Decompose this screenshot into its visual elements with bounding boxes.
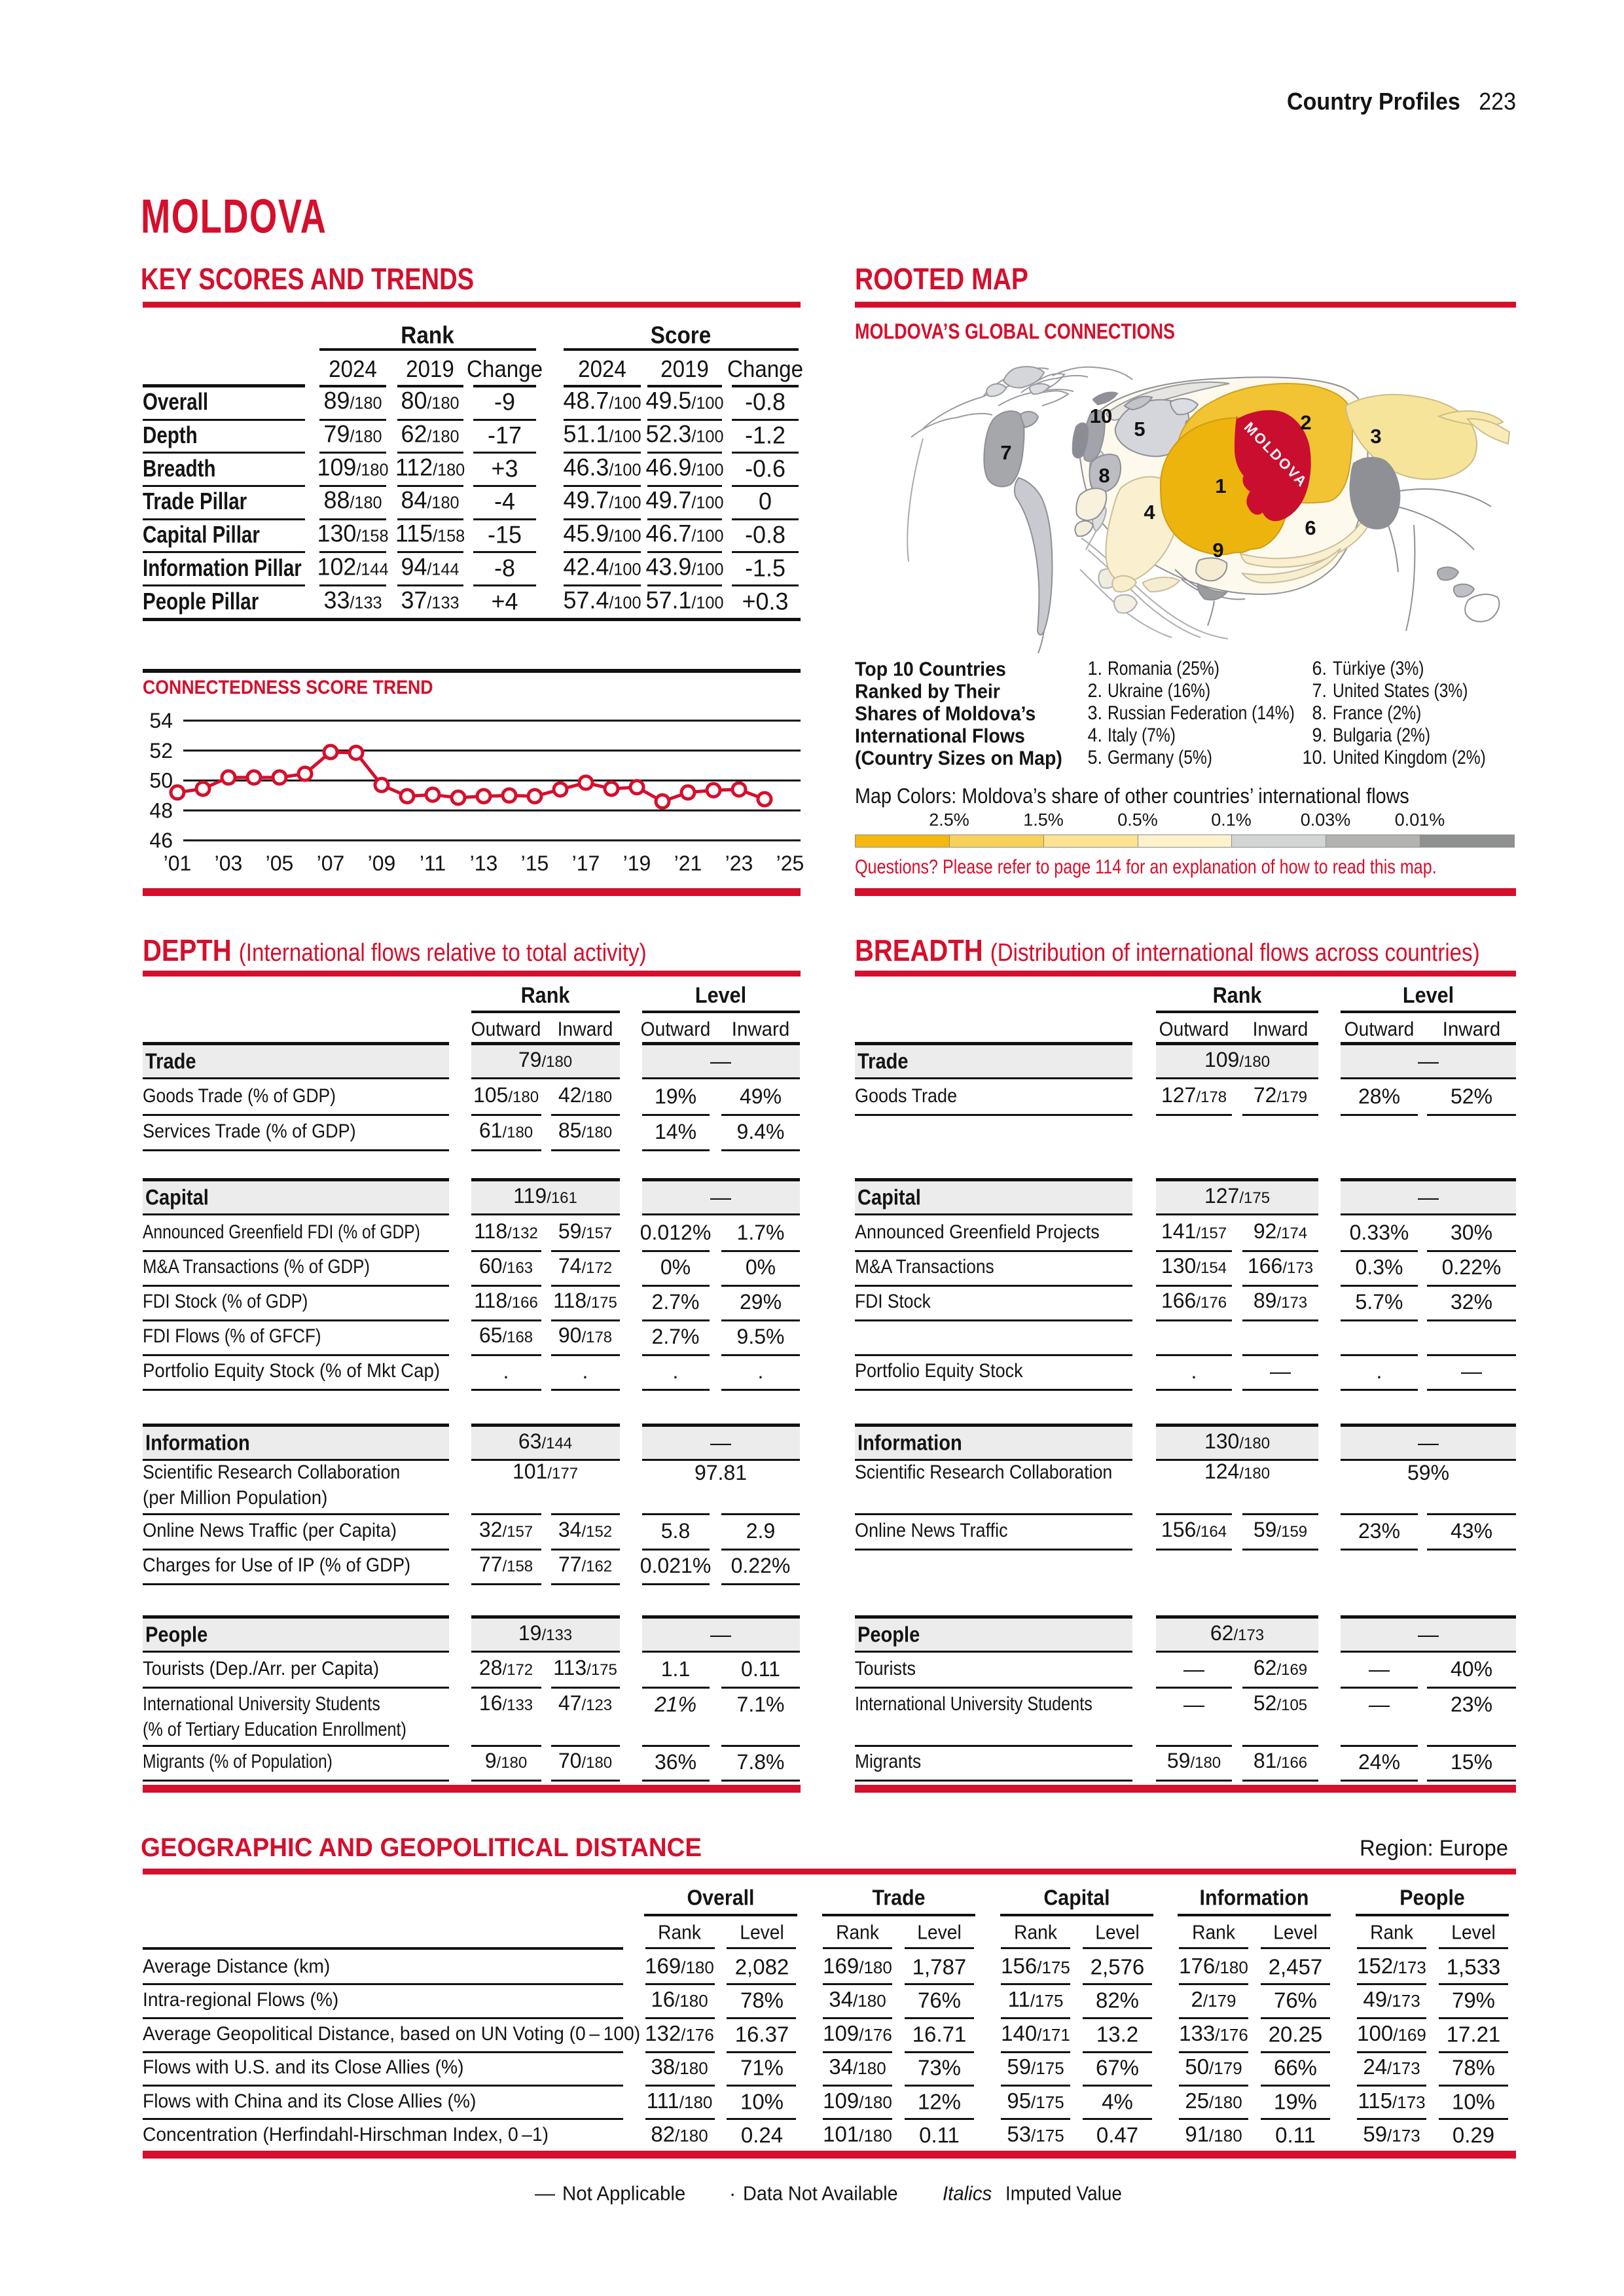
svg-text:’09: ’09 [368,852,396,875]
svg-text:7: 7 [1000,441,1011,464]
svg-text:10: 10 [1090,404,1112,427]
svg-text:’23: ’23 [725,852,753,875]
svg-text:’25: ’25 [776,852,804,875]
svg-text:54: 54 [149,709,173,732]
svg-text:8: 8 [1098,464,1110,487]
svg-text:52: 52 [149,739,173,762]
svg-text:4: 4 [1144,501,1155,524]
svg-text:2: 2 [1300,411,1311,434]
svg-text:’19: ’19 [623,852,651,875]
svg-text:’21: ’21 [674,852,702,875]
svg-text:’03: ’03 [215,852,243,875]
svg-text:’17: ’17 [572,852,600,875]
svg-text:46: 46 [149,829,173,852]
svg-text:’15: ’15 [521,852,549,875]
svg-text:’01: ’01 [164,852,192,875]
svg-text:’11: ’11 [420,852,446,875]
svg-text:5: 5 [1134,418,1145,440]
svg-text:’13: ’13 [470,852,498,875]
svg-text:9: 9 [1212,539,1223,562]
svg-text:’07: ’07 [317,852,345,875]
svg-text:48: 48 [149,798,173,822]
svg-text:50: 50 [149,769,173,793]
svg-text:’05: ’05 [266,852,294,875]
svg-text:6: 6 [1305,516,1316,539]
svg-text:1: 1 [1215,475,1226,497]
svg-text:3: 3 [1370,425,1381,448]
